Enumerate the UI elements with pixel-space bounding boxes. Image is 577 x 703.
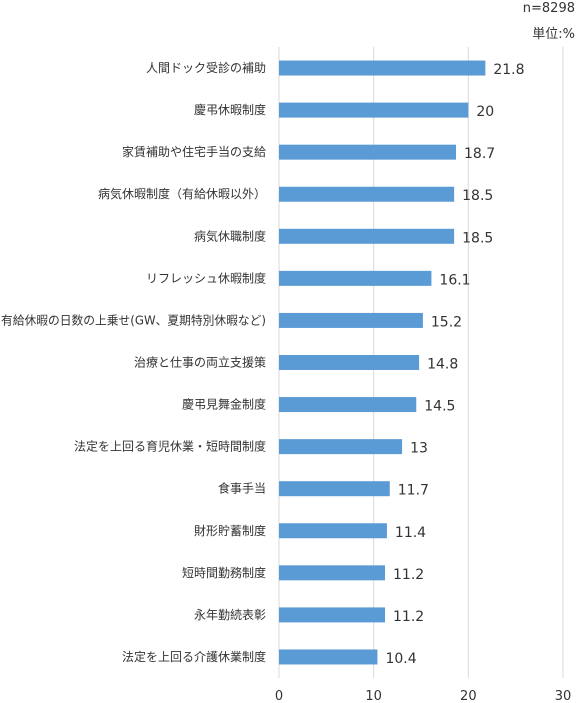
bar — [279, 439, 403, 455]
value-label: 11.2 — [393, 567, 424, 583]
bar — [279, 270, 432, 286]
value-label: 15.2 — [431, 314, 462, 330]
bar — [279, 355, 420, 370]
bar — [279, 649, 378, 665]
value-label: 18.5 — [462, 188, 493, 204]
x-tick-label: 20 — [460, 689, 477, 703]
value-label: 11.4 — [395, 525, 426, 541]
value-label: 18.7 — [464, 146, 495, 162]
value-label: 10.4 — [385, 651, 416, 667]
bar — [279, 60, 486, 76]
value-label: 13 — [410, 441, 428, 457]
category-label: 人間ドック受診の補助 — [146, 60, 266, 75]
value-label: 18.5 — [462, 230, 493, 246]
bar — [279, 102, 469, 118]
unit-note: 単位:% — [532, 27, 575, 42]
category-label: 財形貯蓄制度 — [194, 523, 266, 538]
category-label: 短時間勤務制度 — [182, 565, 266, 580]
value-label: 20 — [476, 104, 494, 120]
category-label: 慶弔休暇制度 — [194, 102, 266, 117]
value-label: 16.1 — [439, 272, 470, 288]
bar — [279, 312, 423, 328]
category-label: 法定を上回る介護休業制度 — [122, 649, 266, 664]
value-label: 14.8 — [427, 357, 458, 373]
category-label: 永年勤続表彰 — [194, 607, 266, 622]
bar — [279, 481, 390, 497]
x-tick-label: 30 — [555, 689, 572, 703]
category-label: リフレッシュ休暇制度 — [146, 270, 266, 285]
bar — [279, 607, 386, 623]
category-label: 病気休職制度 — [194, 228, 266, 243]
category-label: 病気休暇制度（有給休暇以外） — [98, 186, 266, 201]
bar — [279, 144, 457, 160]
value-label: 14.5 — [424, 399, 455, 415]
x-tick-label: 10 — [365, 689, 382, 703]
bar — [279, 565, 386, 581]
value-label: 11.2 — [393, 609, 424, 625]
category-label: 家賃補助や住宅手当の支給 — [122, 144, 266, 159]
category-label: 有給休暇の日数の上乗せ(GW、夏期特別休暇など) — [1, 312, 266, 327]
bar — [279, 186, 455, 202]
category-label: 慶弔見舞金制度 — [182, 397, 266, 412]
value-label: 11.7 — [398, 483, 429, 499]
x-tick-label: 0 — [275, 689, 283, 703]
bar — [279, 397, 417, 413]
category-label: 食事手当 — [218, 481, 266, 496]
bar — [279, 523, 387, 539]
category-label: 治療と仕事の両立支援策 — [134, 355, 266, 370]
category-label: 法定を上回る育児休業・短時間制度 — [74, 439, 266, 454]
bar — [279, 228, 455, 244]
value-label: 21.8 — [493, 62, 524, 78]
sample-size-note: n=8298 — [522, 1, 575, 16]
